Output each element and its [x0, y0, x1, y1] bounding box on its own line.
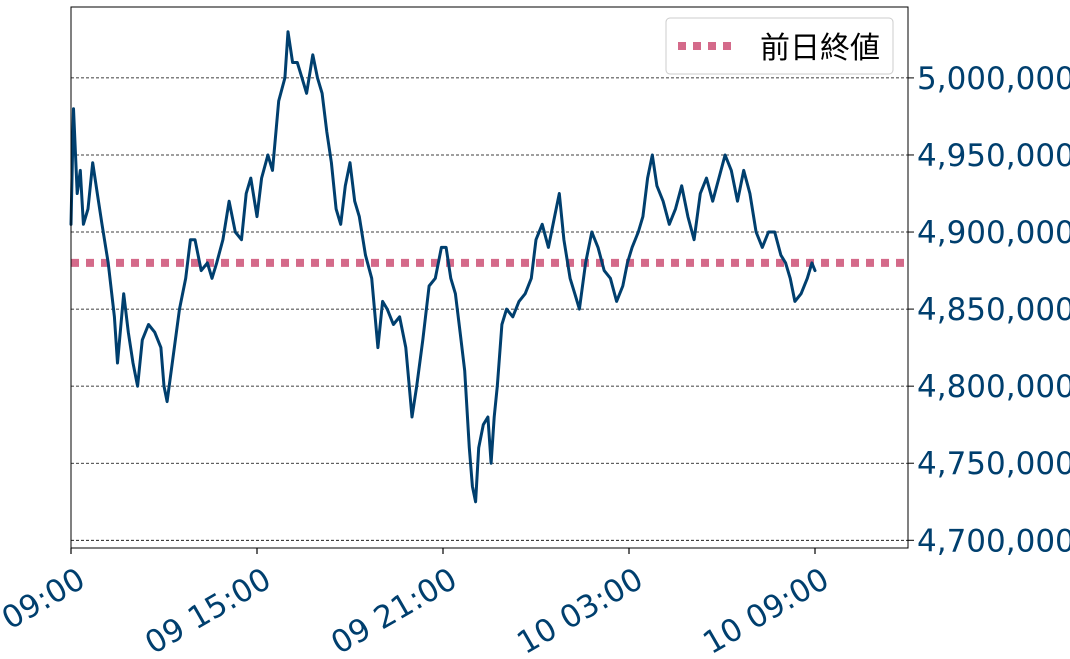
- y-tick-label: 5,000,000: [917, 61, 1070, 97]
- y-tick-label: 4,950,000: [917, 138, 1070, 174]
- x-tick-label: 09 09:00: [0, 561, 91, 655]
- y-axis: 4,700,000 4,750,000 4,800,000 4,850,000 4,90…: [908, 61, 1070, 559]
- x-tick-label: 10 03:00: [511, 561, 649, 655]
- y-tick-label: 4,750,000: [917, 446, 1070, 482]
- series-line-price: [69, 30, 817, 504]
- x-axis: 09 09:00 09 15:00 09 21:00 10 03:00 10 09:00: [0, 548, 835, 659]
- y-tick-label: 4,900,000: [917, 215, 1070, 251]
- legend: 前日終値: [665, 17, 894, 75]
- y-tick-label: 4,850,000: [917, 292, 1070, 328]
- legend-label-reference: 前日終値: [760, 31, 880, 66]
- plot-area-frame: [70, 6, 909, 549]
- gridlines: [71, 77, 908, 541]
- y-tick-label: 4,700,000: [917, 523, 1070, 559]
- x-tick-label: 09 15:00: [139, 561, 277, 655]
- x-tick-label: 10 09:00: [697, 561, 835, 655]
- y-tick-label: 4,800,000: [917, 369, 1070, 405]
- series-layer: [69, 30, 817, 504]
- legend-box: [665, 17, 894, 75]
- x-tick-label: 09 21:00: [325, 561, 463, 655]
